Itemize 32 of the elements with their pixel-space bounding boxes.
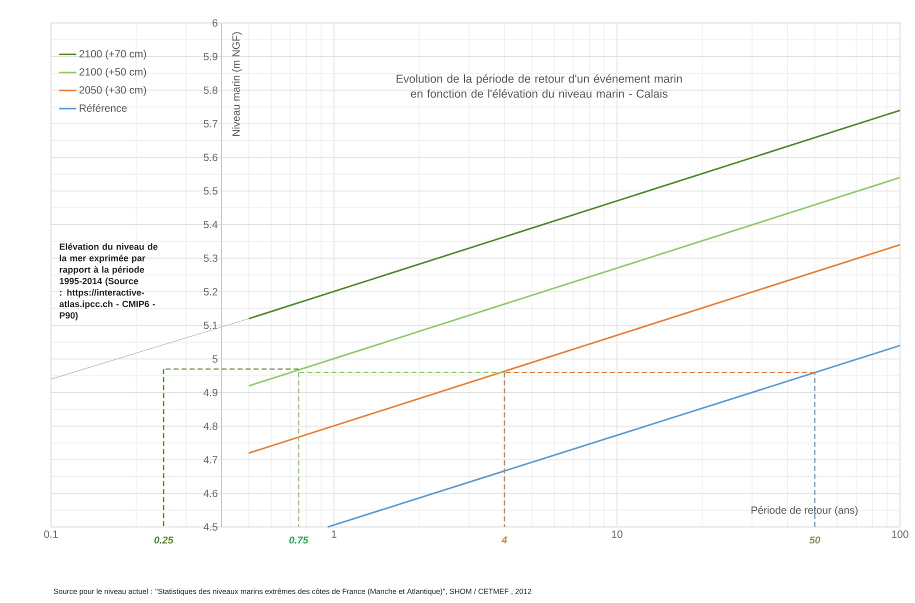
y-tick-label: 4.5 (204, 523, 218, 531)
text: Evolution de la période de retour d'un événement marin en fonction de l'élévation du niveau marin - Calais (396, 74, 682, 98)
y-tick-label: 5.1 (204, 322, 218, 330)
annotation: 4 (501, 536, 507, 544)
y-tick-label: 5.7 (204, 120, 218, 128)
annotation: Elévation du niveau de la mer exprimée par rapport à la période 1995-2014 (Source : https://interactive-atlas.ipcc.ch - CMIP6 - P90) (59, 243, 158, 320)
y-tick-label: 5.8 (204, 86, 218, 94)
annotation: 0.25 (154, 536, 174, 544)
y-tick-label: 4.6 (204, 490, 218, 498)
annotation: 50 (809, 536, 820, 544)
y-tick-label: 4.9 (204, 388, 218, 396)
y-tick-label: 4.8 (204, 422, 218, 430)
y-tick-label: 5.3 (204, 254, 218, 262)
y-tick-label: 5.9 (204, 52, 218, 60)
annotation: 0.75 (289, 536, 308, 544)
legend-label: 2100 (+70 cm) (79, 50, 146, 60)
legend-label: 2100 (+50 cm) (79, 68, 146, 78)
y-tick-label: 5 (212, 355, 218, 363)
x-tick-label: 1 (332, 530, 336, 538)
legend-label: Référence (80, 104, 127, 112)
y-tick-label: 5.6 (204, 154, 218, 162)
y-tick-label: 5.2 (204, 288, 218, 296)
x-tick-label: 100 (892, 530, 908, 538)
y-tick-label: 4.7 (204, 456, 218, 464)
y-tick-label: 5.5 (204, 187, 218, 195)
x-tick-label: 10 (612, 530, 622, 538)
x-tick-label: 0.1 (44, 530, 58, 538)
y-tick-label: 5.4 (204, 220, 218, 228)
legend-label: 2050 (+30 cm) (79, 86, 146, 96)
y-tick-label: 6 (212, 19, 218, 27)
y-axis-title: Niveau marin (m NGF) (232, 32, 242, 136)
x-axis-title: Période de retour (ans) (752, 506, 858, 516)
